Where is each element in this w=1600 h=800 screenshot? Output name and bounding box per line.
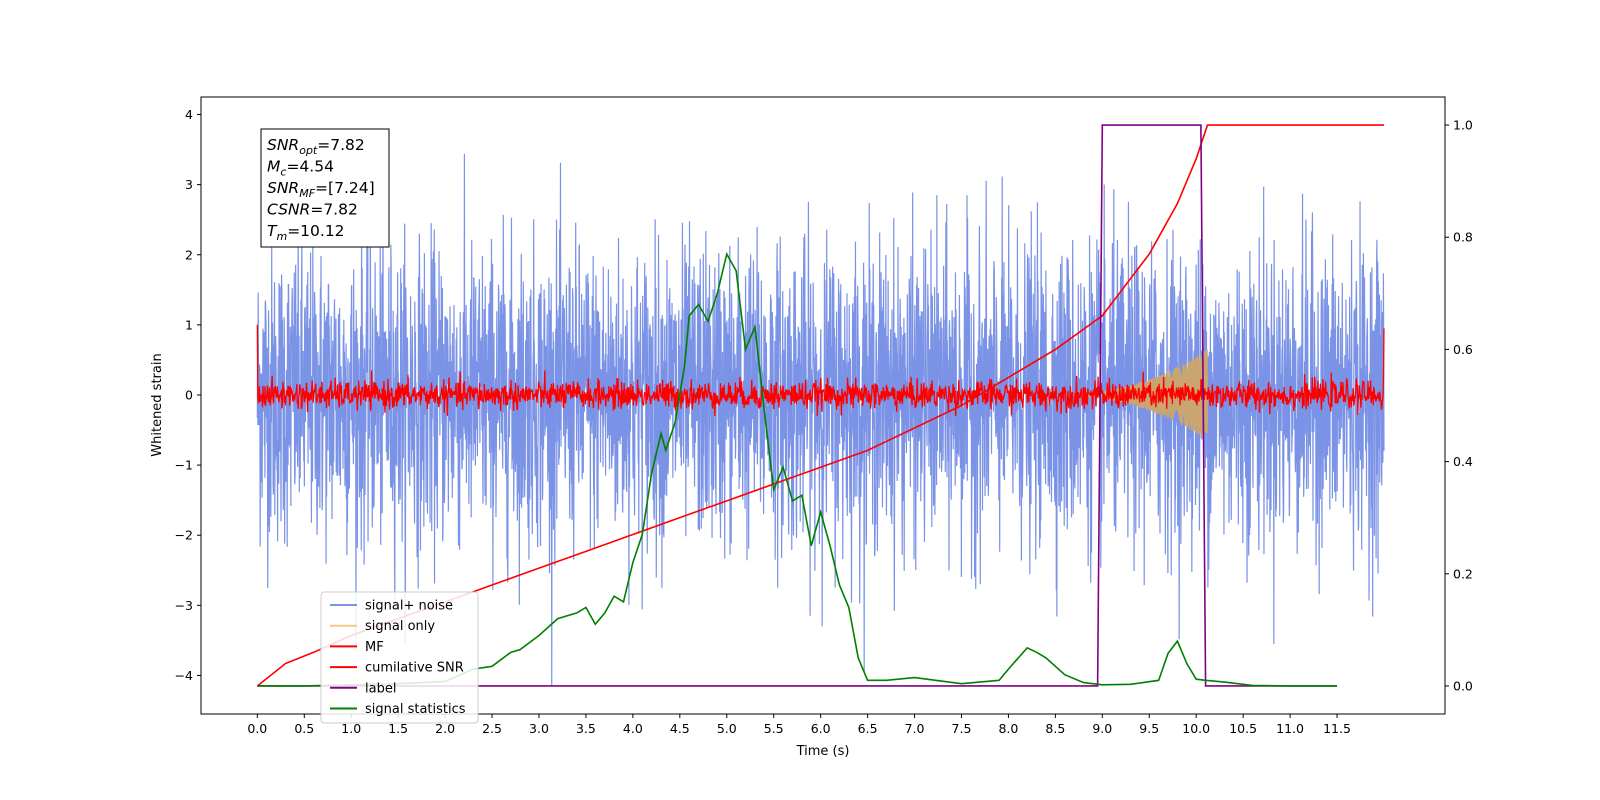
legend-entry: signal statistics: [365, 702, 466, 717]
y-tick-label: 2: [185, 247, 193, 262]
info-box-line: Tm=10.12: [267, 222, 345, 243]
x-axis: 0.0 0.5 1.0 1.5 2.0 2.5 3.0 3.5 4.0 4.5 5.0 5.5 6.0 6…: [247, 714, 1351, 736]
info-box-value: =[7.24]: [315, 179, 375, 197]
x-tick-label: 11.5: [1323, 721, 1351, 736]
x-tick-label: 7.0: [905, 721, 925, 736]
info-box-value: =4.54: [286, 158, 334, 176]
legend-entry: signal only: [365, 619, 435, 634]
plot-frame: [200, 96, 1446, 715]
legend-entry: MF: [365, 640, 384, 655]
legend-entry: label: [365, 681, 396, 696]
info-box: SNRopt=7.82Mc=4.54SNRMF=[7.24]CSNR=7.82T…: [260, 128, 390, 248]
series-mf: [256, 324, 1385, 417]
legend-entry: cumilative SNR: [365, 661, 464, 676]
x-tick-label: 5.5: [764, 721, 784, 736]
legend: signal+ noise signal only MF cumilative SNR…: [320, 591, 479, 724]
y2-tick-label: 0.4: [1453, 454, 1473, 469]
series-signal-noise: [256, 153, 1385, 686]
x-axis-label: Time (s): [796, 744, 850, 759]
info-box-symbol: SNR: [267, 179, 299, 197]
x-tick-label: 7.5: [952, 721, 972, 736]
info-box-subscript: MF: [299, 187, 315, 200]
x-tick-label: 0.0: [247, 721, 267, 736]
y-tick-label: −2: [175, 528, 193, 543]
info-box-value: =7.82: [310, 201, 358, 219]
info-box-symbol: M: [267, 158, 280, 176]
x-tick-label: 10.5: [1229, 721, 1257, 736]
x-tick-label: 0.5: [294, 721, 314, 736]
legend-entry: signal+ noise: [365, 599, 453, 614]
x-tick-label: 8.5: [1045, 721, 1065, 736]
info-box-line: CSNR=7.82: [267, 201, 358, 219]
x-tick-label: 10.0: [1182, 721, 1210, 736]
legend-frame: [320, 591, 479, 724]
info-box-subscript: opt: [299, 144, 318, 157]
info-box-subscript: m: [276, 230, 287, 243]
y-tick-label: 3: [185, 177, 193, 192]
x-tick-label: 2.5: [482, 721, 502, 736]
x-tick-label: 9.0: [1092, 721, 1112, 736]
x-tick-label: 9.5: [1139, 721, 1159, 736]
info-box-line: SNRopt=7.82: [267, 136, 365, 157]
info-box-line: SNRMF=[7.24]: [267, 179, 375, 200]
x-tick-label: 1.0: [341, 721, 361, 736]
info-box-symbol: SNR: [267, 136, 299, 154]
info-box-subscript: c: [280, 166, 286, 179]
x-tick-label: 6.0: [811, 721, 831, 736]
y-axis-label: Whitened strain: [150, 353, 165, 456]
y-tick-label: −1: [175, 458, 193, 473]
y2-tick-label: 0.6: [1453, 342, 1473, 357]
info-box-line: Mc=4.54: [267, 158, 334, 179]
series-label: [257, 124, 1338, 687]
x-tick-label: 11.0: [1276, 721, 1304, 736]
y-tick-label: 0: [185, 387, 193, 402]
x-tick-label: 3.0: [529, 721, 549, 736]
y-axis-left: −4 −3 −2 −1 0 1 2 3 4: [175, 107, 201, 683]
y-axis-right: 0.0 0.2 0.4 0.6 0.8 1.0: [1445, 118, 1473, 693]
y2-tick-label: 0.0: [1453, 678, 1473, 693]
x-tick-label: 1.5: [388, 721, 408, 736]
info-box-frame: [260, 128, 390, 248]
y2-tick-label: 1.0: [1453, 118, 1473, 133]
y-tick-label: −4: [175, 668, 193, 683]
x-tick-label: 4.5: [670, 721, 690, 736]
info-box-symbol: CSNR: [267, 201, 310, 219]
y-tick-label: −3: [175, 598, 193, 613]
info-box-value: =7.82: [317, 136, 365, 154]
info-box-value: =10.12: [287, 222, 344, 240]
y2-tick-label: 0.2: [1453, 566, 1473, 581]
y-tick-label: 4: [185, 107, 193, 122]
info-box-symbol: T: [267, 222, 278, 240]
y-tick-label: 1: [185, 317, 193, 332]
x-tick-label: 4.0: [623, 721, 643, 736]
series-signal-statistics: [257, 251, 1338, 687]
x-tick-label: 2.0: [435, 721, 455, 736]
x-tick-label: 6.5: [858, 721, 878, 736]
x-tick-label: 3.5: [576, 721, 596, 736]
x-tick-label: 5.0: [717, 721, 737, 736]
x-tick-label: 8.0: [998, 721, 1018, 736]
y2-tick-label: 0.8: [1453, 230, 1473, 245]
